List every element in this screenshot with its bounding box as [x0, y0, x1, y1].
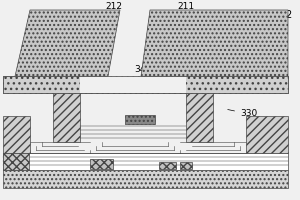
Bar	[3, 76, 288, 93]
Bar	[186, 93, 213, 142]
Bar	[80, 77, 186, 93]
Bar	[52, 93, 80, 142]
Text: 2: 2	[285, 10, 291, 20]
Text: 211: 211	[177, 2, 195, 37]
Bar	[3, 153, 29, 170]
Text: 340: 340	[134, 65, 151, 83]
Bar	[80, 76, 186, 93]
Bar	[159, 162, 175, 169]
Polygon shape	[141, 10, 288, 76]
Bar	[3, 116, 30, 153]
Polygon shape	[15, 10, 120, 76]
Bar	[90, 159, 112, 169]
Bar	[3, 76, 288, 93]
Bar	[124, 115, 154, 124]
Bar	[246, 116, 288, 153]
Bar	[180, 162, 192, 169]
Text: 330: 330	[228, 109, 257, 118]
Text: 212: 212	[84, 2, 122, 38]
Bar	[3, 153, 288, 170]
Bar	[3, 170, 288, 188]
Text: 320: 320	[187, 84, 227, 93]
